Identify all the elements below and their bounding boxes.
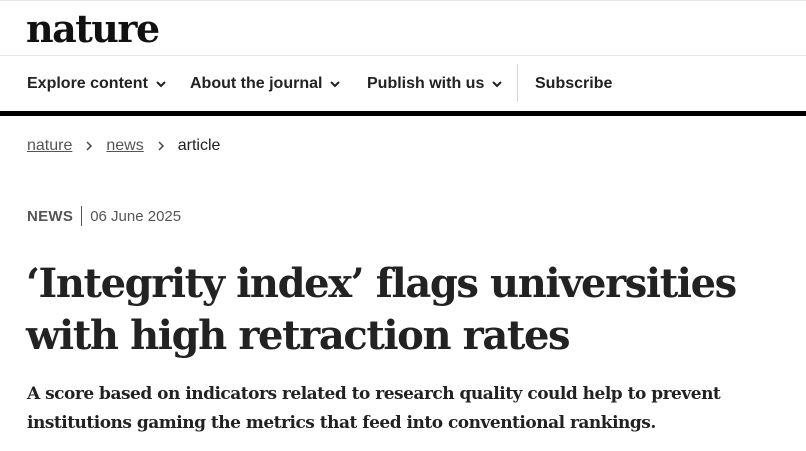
article-type-label: NEWS	[27, 207, 74, 225]
nav-explore-content[interactable]: Explore content	[27, 56, 167, 111]
subscribe-label: Subscribe	[535, 74, 613, 92]
nav-item-label: About the journal	[190, 74, 323, 92]
article-meta: NEWS 06 June 2025	[27, 205, 181, 227]
breadcrumb-current: article	[177, 137, 221, 154]
article-title: ‘Integrity index’ flags universities wit…	[26, 260, 737, 359]
subscribe-link[interactable]: Subscribe	[535, 56, 612, 111]
meta-divider	[81, 206, 83, 226]
nav-publish-with-us[interactable]: Publish with us	[367, 56, 503, 111]
nav-divider	[517, 64, 518, 102]
site-header: nature	[0, 1, 806, 56]
chevron-right-icon	[86, 141, 93, 151]
chevron-right-icon	[158, 141, 164, 151]
chevron-down-icon	[156, 80, 166, 87]
main-navigation: Explore content About the journal Publis…	[0, 56, 806, 116]
article-date: 06 June 2025	[90, 207, 182, 225]
nav-item-label: Explore content	[27, 74, 148, 92]
top-border	[0, 0, 806, 1]
nav-about-the-journal[interactable]: About the journal	[190, 56, 341, 111]
breadcrumb-link-nature[interactable]: nature	[27, 137, 73, 154]
nature-logo[interactable]: nature	[26, 6, 160, 51]
nav-item-label: Publish with us	[367, 74, 485, 92]
article-standfirst: A score based on indicators related to r…	[27, 384, 721, 433]
breadcrumb: nature news article	[27, 134, 220, 158]
breadcrumb-link-news[interactable]: news	[106, 137, 144, 154]
chevron-down-icon	[330, 80, 341, 87]
chevron-down-icon	[492, 80, 503, 87]
